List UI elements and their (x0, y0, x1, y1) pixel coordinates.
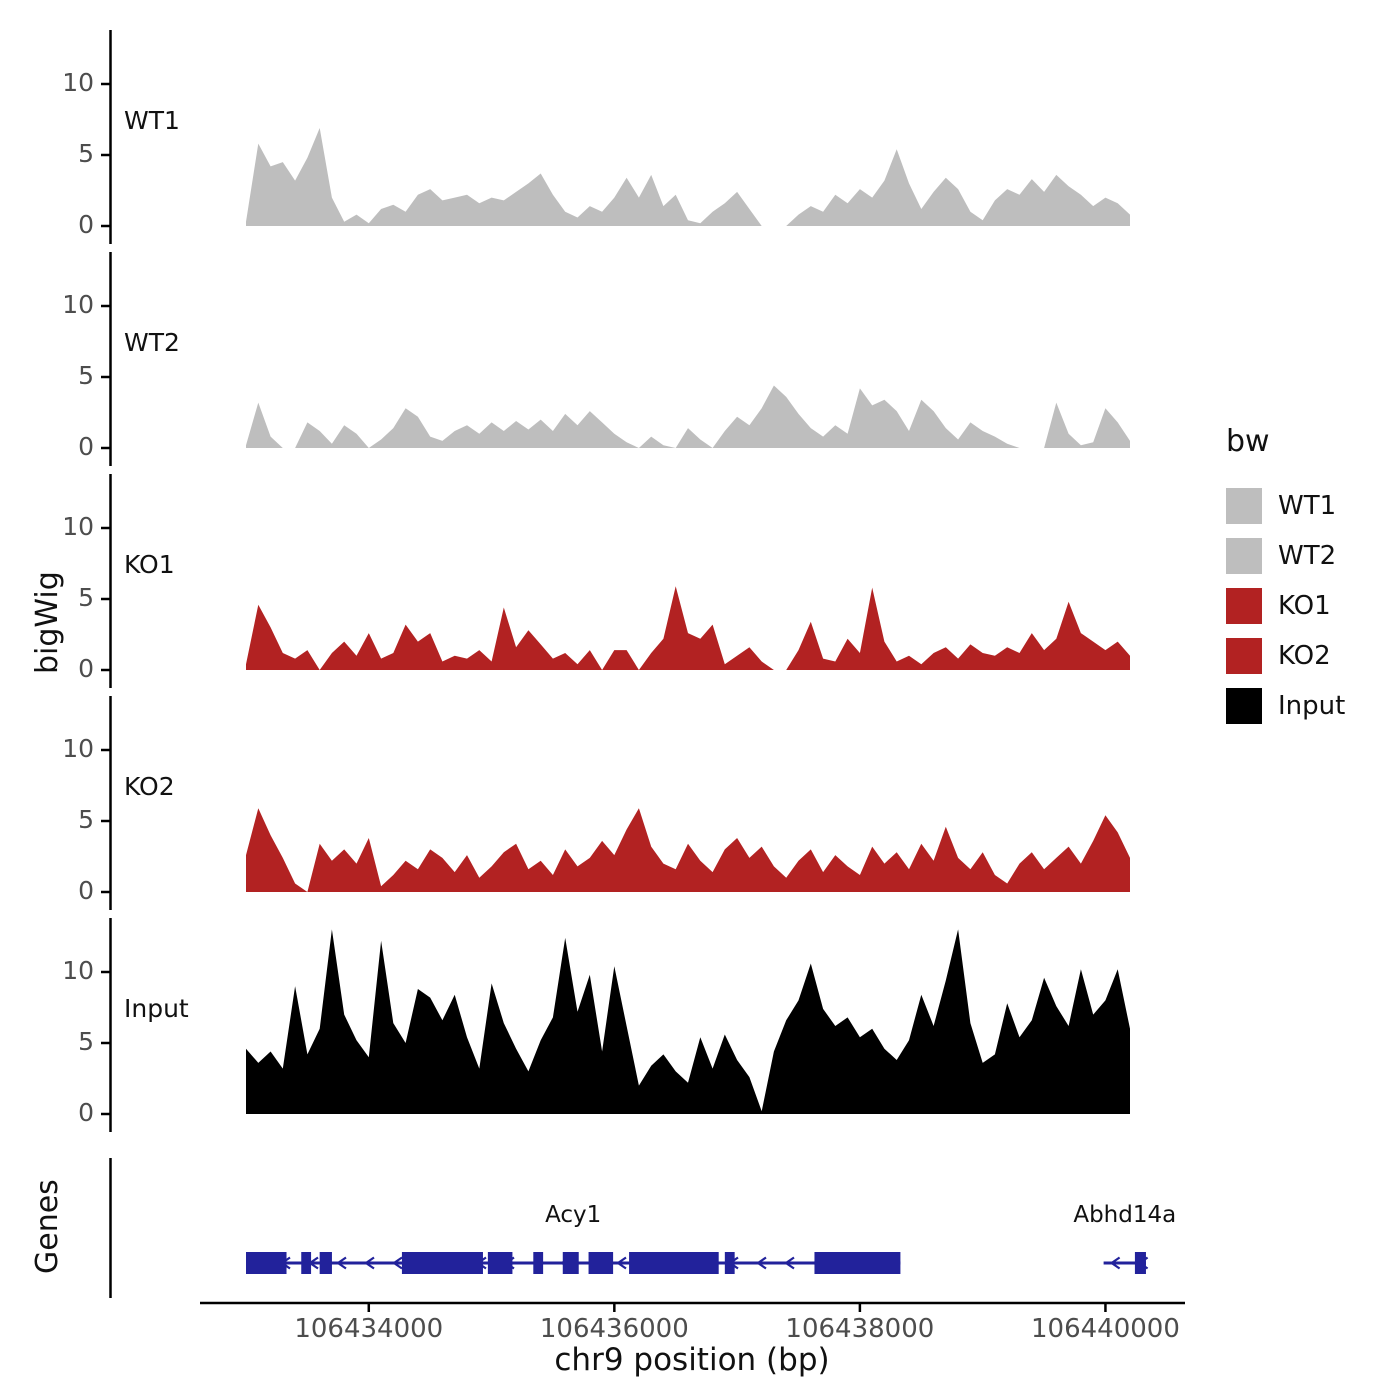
legend-label-wt2: WT2 (1278, 541, 1337, 571)
y-tick-label: 10 (62, 512, 94, 541)
gene-strand-arrow (364, 1256, 375, 1270)
gene-strand-arrow (784, 1256, 795, 1270)
y-tick-label: 10 (62, 68, 94, 97)
legend-label-input: Input (1278, 691, 1346, 721)
y-tick-label: 0 (78, 654, 94, 683)
gene-exon-acy1 (246, 1252, 287, 1274)
y-tick-label: 5 (78, 1027, 94, 1056)
gene-exon-acy1 (487, 1252, 513, 1274)
track-label-wt1: WT1 (124, 106, 180, 135)
legend-title: bw (1226, 424, 1270, 459)
y-tick-label: 10 (62, 734, 94, 763)
x-axis-title: chr9 position (bp) (554, 1342, 830, 1378)
gene-strand-arrow (616, 1256, 627, 1270)
legend-entry-ko2: KO2 (1226, 631, 1345, 681)
gene-strand-arrow (392, 1256, 403, 1270)
gene-exon-acy1 (562, 1252, 579, 1274)
gene-name-acy1: Acy1 (545, 1202, 602, 1228)
y-tick-label: 0 (78, 210, 94, 239)
track-label-ko1: KO1 (124, 550, 175, 579)
genes-panel-title: Genes (30, 1179, 65, 1274)
gene-exon-acy1 (401, 1252, 483, 1274)
y-tick-label: 10 (62, 956, 94, 985)
gene-strand-arrow (1109, 1256, 1121, 1270)
legend: bw WT1 WT2 KO1 KO2 Input (1226, 424, 1345, 731)
gene-exon-acy1 (724, 1252, 735, 1274)
y-tick-label: 0 (78, 876, 94, 905)
y-tick-label: 5 (78, 805, 94, 834)
legend-swatch-wt1 (1226, 488, 1262, 524)
coverage-area-wt2 (246, 385, 1130, 448)
x-tick-label: 106438000 (785, 1314, 935, 1344)
legend-label-ko1: KO1 (1278, 591, 1331, 621)
legend-swatch-ko2 (1226, 638, 1262, 674)
y-tick-label: 0 (78, 432, 94, 461)
gene-exon-acy1 (588, 1252, 614, 1274)
coverage-area-input (246, 929, 1130, 1114)
coverage-area-ko1 (246, 586, 1130, 670)
gene-exon-acy1 (629, 1252, 719, 1274)
legend-entry-wt2: WT2 (1226, 531, 1345, 581)
y-tick-label: 10 (62, 290, 94, 319)
y-tick-label: 0 (78, 1098, 94, 1127)
x-tick-label: 106440000 (1030, 1314, 1180, 1344)
legend-entries: WT1 WT2 KO1 KO2 Input (1226, 481, 1345, 731)
legend-label-wt1: WT1 (1278, 491, 1337, 521)
legend-entry-input: Input (1226, 681, 1345, 731)
gene-exon-abhd14a (1134, 1252, 1146, 1274)
gene-strand-arrow (756, 1256, 767, 1270)
gene-name-abhd14a: Abhd14a (1073, 1202, 1177, 1228)
legend-swatch-ko1 (1226, 588, 1262, 624)
legend-entry-ko1: KO1 (1226, 581, 1345, 631)
track-label-ko2: KO2 (124, 772, 175, 801)
legend-swatch-input (1226, 688, 1262, 724)
y-tick-label: 5 (78, 139, 94, 168)
y-tick-label: 5 (78, 583, 94, 612)
track-label-wt2: WT2 (124, 328, 180, 357)
x-tick-label: 106434000 (294, 1314, 444, 1344)
x-tick-label: 106436000 (539, 1314, 689, 1344)
gene-exon-acy1 (533, 1252, 544, 1274)
gene-exon-acy1 (301, 1252, 312, 1274)
legend-entry-wt1: WT1 (1226, 481, 1345, 531)
coverage-area-wt1 (246, 128, 1130, 226)
legend-label-ko2: KO2 (1278, 641, 1331, 671)
legend-swatch-wt2 (1226, 538, 1262, 574)
gene-exon-acy1 (319, 1252, 332, 1274)
coverage-area-ko2 (246, 808, 1130, 892)
track-label-input: Input (124, 994, 189, 1023)
gene-exon-acy1 (814, 1252, 901, 1274)
gene-strand-arrow (336, 1256, 347, 1270)
y-tick-label: 5 (78, 361, 94, 390)
